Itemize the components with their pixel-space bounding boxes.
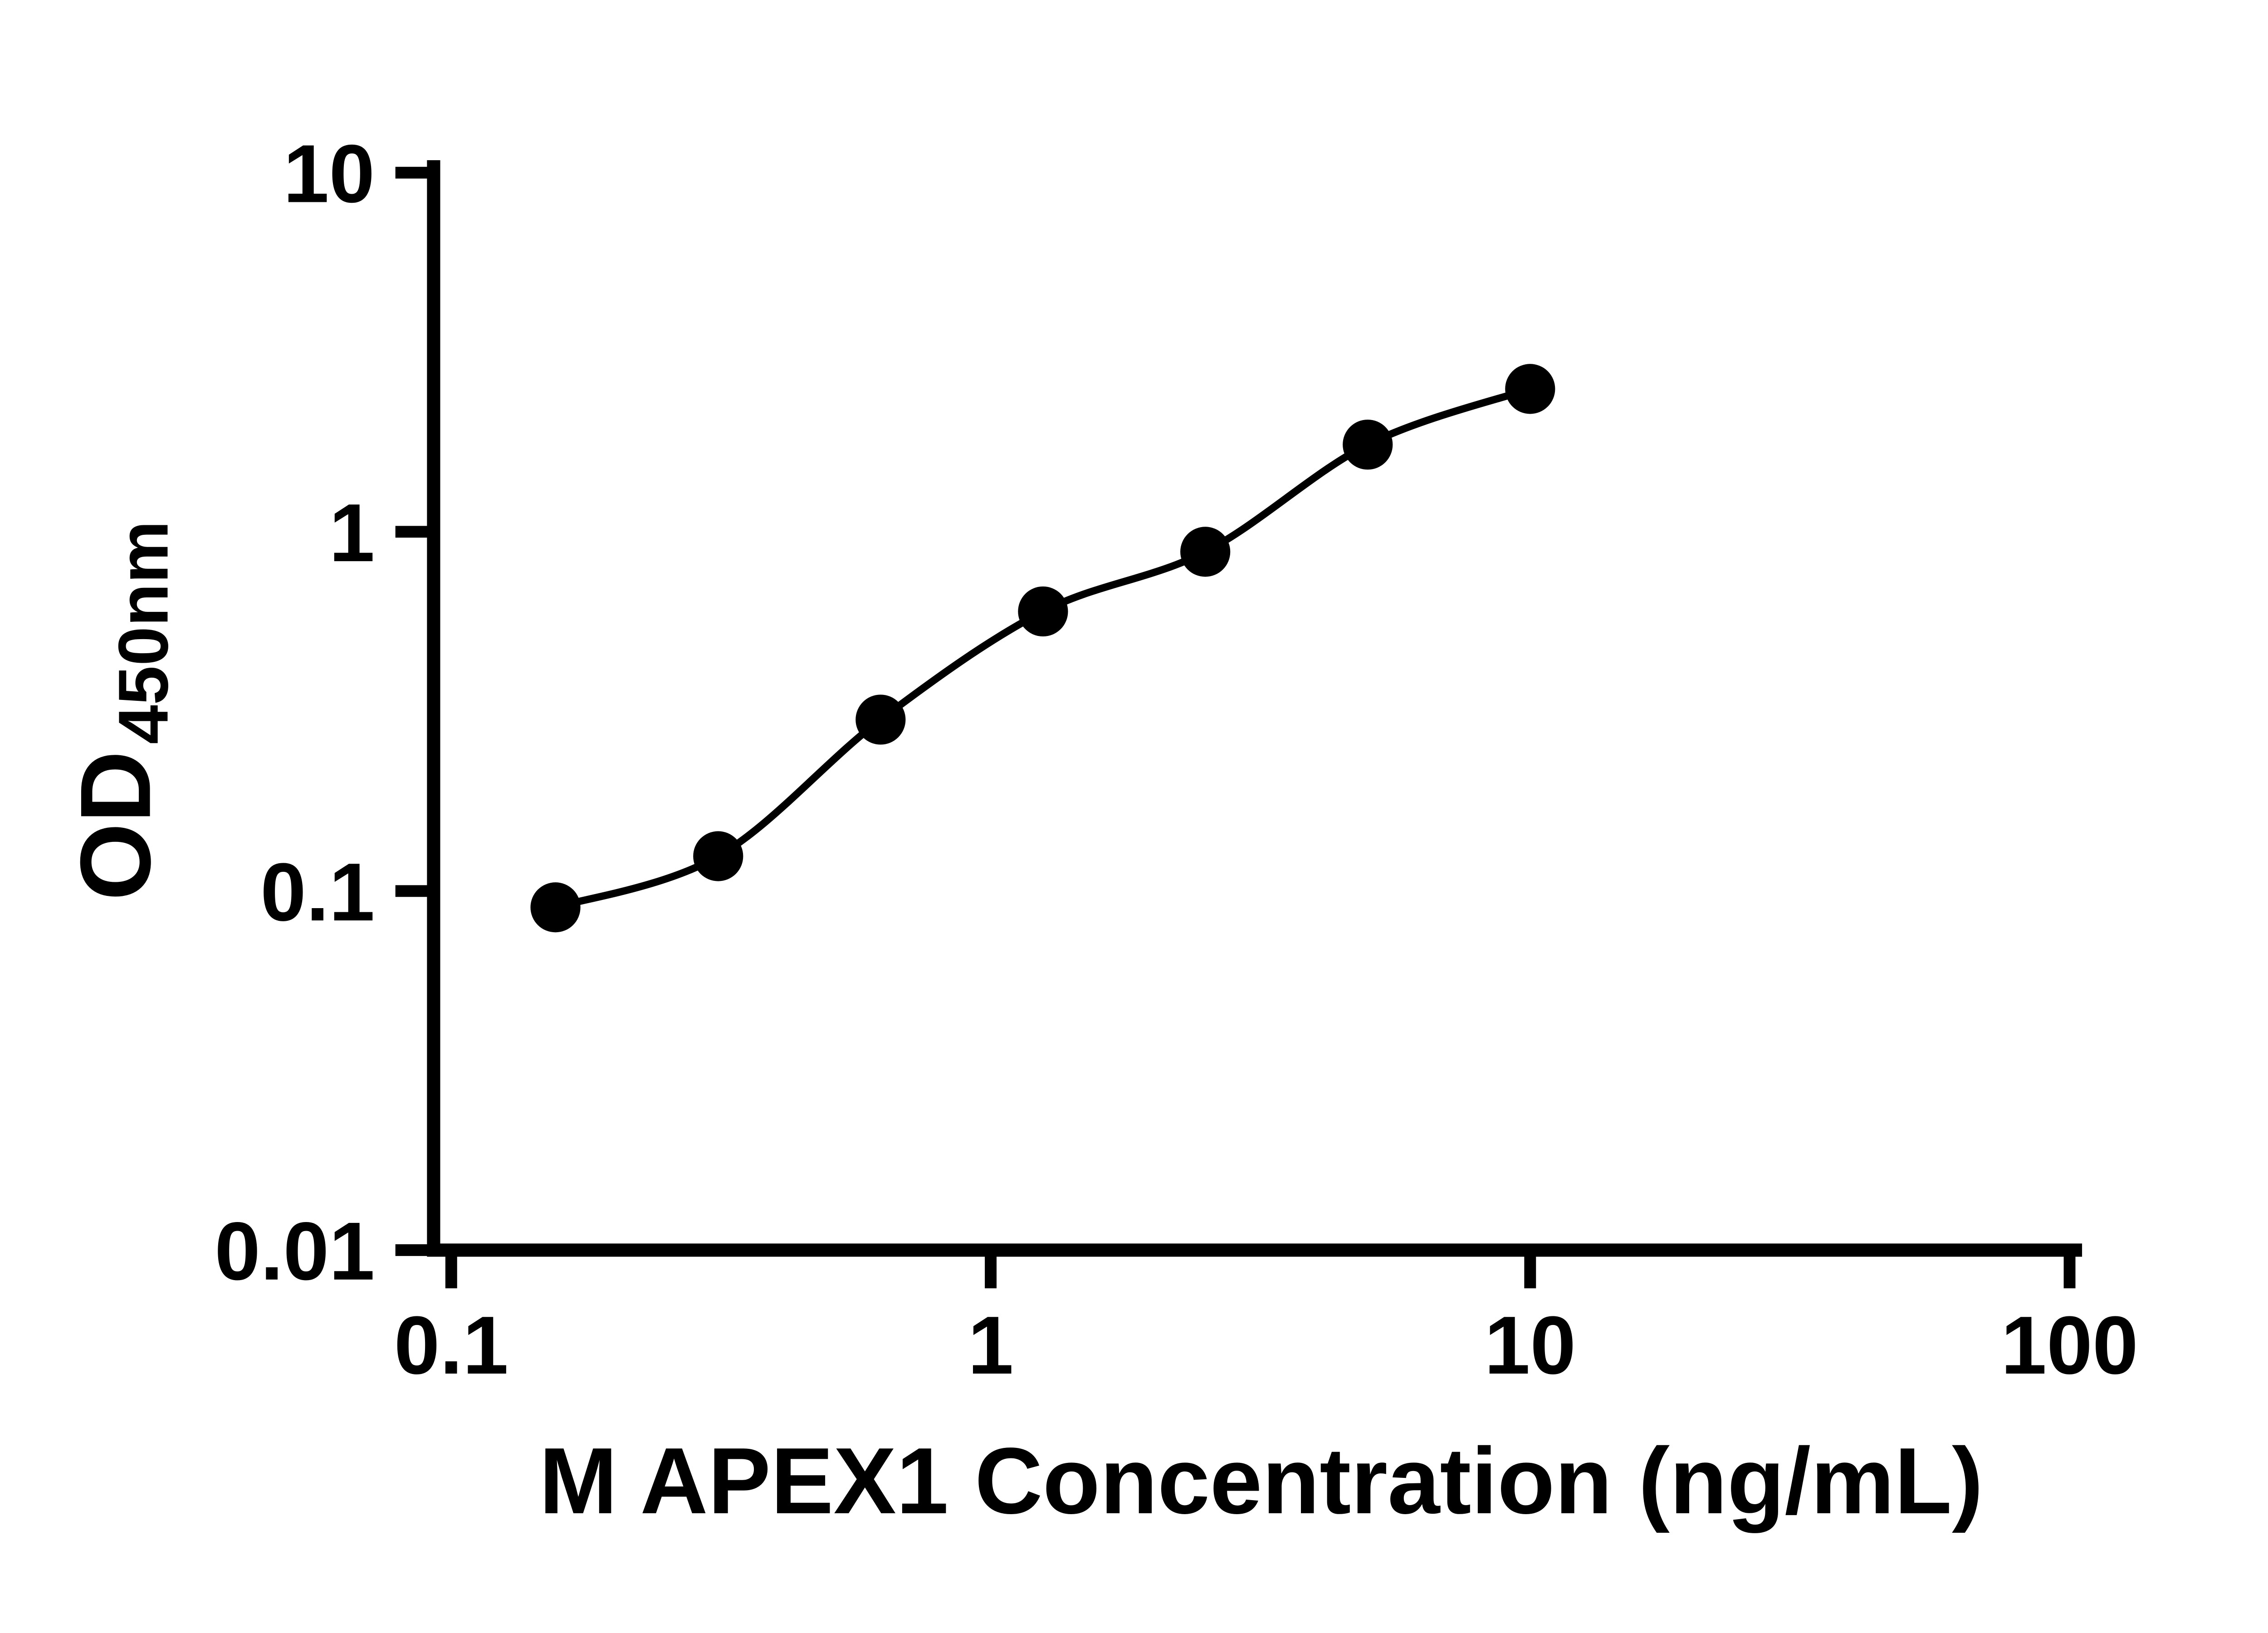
y-axis-title: OD 450nm <box>60 521 183 901</box>
data-point-marker <box>530 882 581 933</box>
y-axis-tick-label: 0.01 <box>215 1206 375 1297</box>
tick-layer <box>395 166 2076 1289</box>
x-axis-title: M APEX1 Concentration (ng/mL) <box>539 1428 1983 1533</box>
x-axis-tick-label: 100 <box>2001 1300 2138 1391</box>
data-point-marker <box>693 831 743 881</box>
data-point-marker <box>1180 527 1231 577</box>
plot-layer <box>530 364 1555 933</box>
y-axis-tick-label: 1 <box>329 487 375 579</box>
y-axis-tick-label: 0.1 <box>260 846 375 938</box>
y-axis-tick-label: 10 <box>283 128 375 220</box>
y-axis-title-main: OD <box>60 751 171 901</box>
x-axis-tick-label: 10 <box>1484 1300 1576 1391</box>
data-point-marker <box>1018 586 1068 637</box>
axes-layer <box>427 160 2082 1257</box>
data-point-marker <box>1343 420 1393 470</box>
axis-frame <box>427 160 2082 1257</box>
fitted-curve <box>554 385 1531 911</box>
data-point-marker <box>855 694 906 745</box>
x-axis-tick-label: 1 <box>968 1300 1014 1391</box>
x-axis-tick-label: 0.1 <box>394 1300 508 1391</box>
y-axis-title-subscript: 450nm <box>103 521 182 744</box>
data-point-marker <box>1505 364 1555 414</box>
